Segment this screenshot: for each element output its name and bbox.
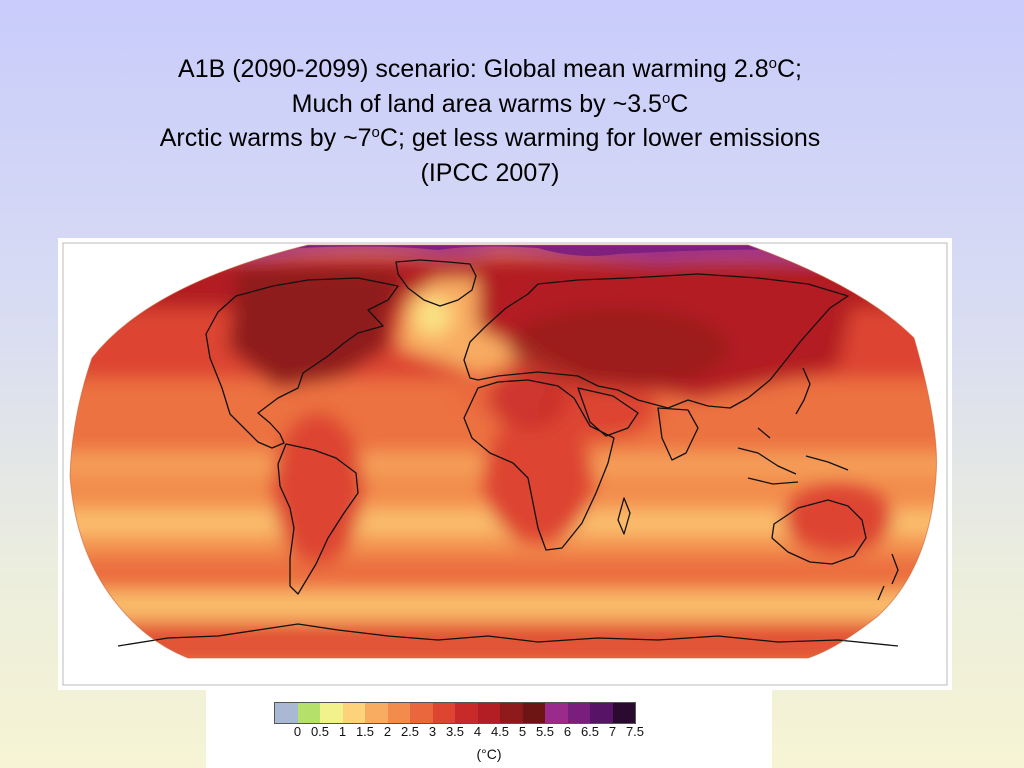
title-line-3: Arctic warms by ~7oC; get less warming f… xyxy=(159,124,821,152)
legend-tick-label: 2.5 xyxy=(400,724,420,739)
legend-swatch-9 xyxy=(477,703,500,723)
legend-tick-labels: 0 0.5 1 1.5 2 2.5 3 3.5 4 4.5 5 5.5 6 6.5 7 7.5 xyxy=(274,724,726,740)
legend-swatch-3 xyxy=(342,703,365,723)
greenland-coast xyxy=(395,259,477,307)
legend-tick-label: 4 xyxy=(473,724,482,739)
legend-tick-label: 3 xyxy=(428,724,437,739)
madagascar-coast xyxy=(617,497,631,535)
legend-swatch-10 xyxy=(500,703,523,723)
legend-tick-label: 6.5 xyxy=(580,724,600,739)
title-line-4: (IPCC 2007) xyxy=(420,158,560,187)
legend-tick-label: 4.5 xyxy=(490,724,510,739)
legend-tick-label: 5.5 xyxy=(535,724,555,739)
legend-tick-label: 1.5 xyxy=(355,724,375,739)
map-frame xyxy=(62,242,948,686)
australia-coast xyxy=(771,499,867,565)
legend-tick-label: 0 xyxy=(293,724,302,739)
arabia-coast xyxy=(577,387,639,437)
legend-swatch-8 xyxy=(455,703,478,723)
europe-asia-coast xyxy=(463,273,849,409)
legend-swatch-6 xyxy=(410,703,433,723)
title-line-1: A1B (2090-2099) scenario: Global mean wa… xyxy=(178,55,802,83)
temperature-field xyxy=(70,245,937,658)
coastlines xyxy=(117,259,899,647)
legend-tick-label: 6 xyxy=(563,724,572,739)
legend-swatch-14 xyxy=(590,703,613,723)
legend-swatch-13 xyxy=(567,703,590,723)
south-america-coast xyxy=(277,443,359,595)
africa-coast xyxy=(463,379,615,551)
warming-map xyxy=(58,238,952,690)
legend-swatch-4 xyxy=(365,703,388,723)
legend-swatch-15 xyxy=(612,703,635,723)
legend-tick-label: 7 xyxy=(608,724,617,739)
legend-swatch-7 xyxy=(432,703,455,723)
legend-tick-label: 0.5 xyxy=(310,724,330,739)
north-america-coast xyxy=(205,277,399,449)
warming-map-graphic xyxy=(62,242,948,686)
antarctica-coast xyxy=(117,623,899,647)
legend-tick-label: 7.5 xyxy=(625,724,645,739)
legend-tick-label: 1 xyxy=(338,724,347,739)
legend-color-bar xyxy=(274,702,636,724)
legend-swatch-12 xyxy=(545,703,568,723)
legend-tick-label: 5 xyxy=(518,724,527,739)
japan-coast xyxy=(795,367,811,415)
legend-swatch-0 xyxy=(275,703,298,723)
legend-swatch-2 xyxy=(320,703,343,723)
legend-tick-label: 2 xyxy=(383,724,392,739)
legend-tick-label: 3.5 xyxy=(445,724,465,739)
slide-title: A1B (2090-2099) scenario: Global mean wa… xyxy=(0,52,980,190)
legend: 0 0.5 1 1.5 2 2.5 3 3.5 4 4.5 5 5.5 6 6.5 7 7.5 (°C) xyxy=(206,690,772,768)
legend-unit-label: (°C) xyxy=(476,746,502,762)
legend-swatch-5 xyxy=(387,703,410,723)
india-coast xyxy=(657,407,699,461)
new-zealand-coast xyxy=(877,553,899,601)
title-line-2: Much of land area warms by ~3.5oC xyxy=(291,89,689,118)
legend-swatch-1 xyxy=(297,703,320,723)
legend-swatch-11 xyxy=(522,703,545,723)
southeast-asia-islands xyxy=(737,427,849,485)
